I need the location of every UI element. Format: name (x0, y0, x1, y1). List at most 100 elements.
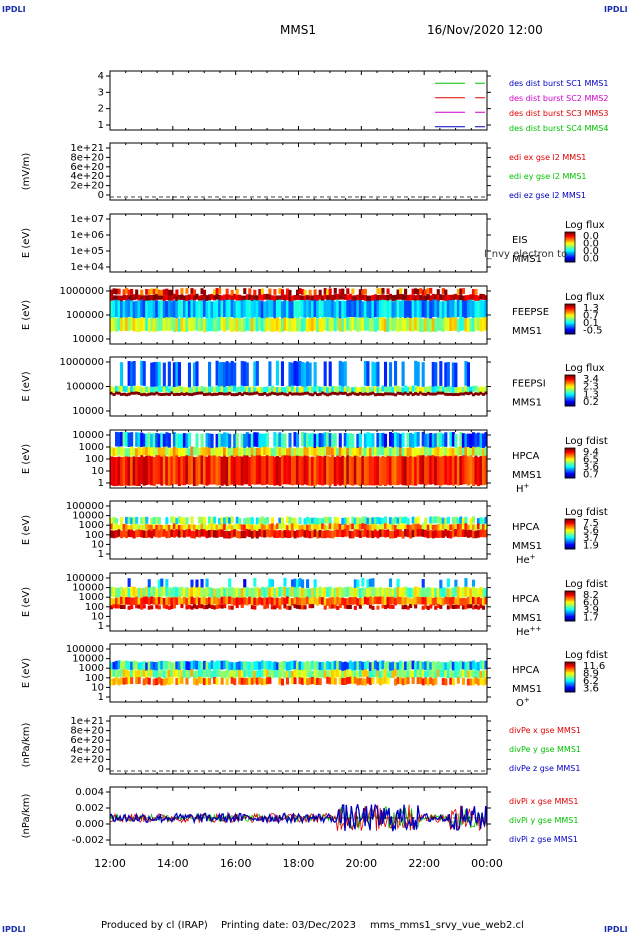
colorbar-segment (565, 324, 575, 326)
spectrogram-cell (233, 362, 237, 388)
y-tick-label: 100 (85, 602, 104, 613)
spectrogram-cell (122, 456, 126, 486)
spectrogram-cell (376, 300, 380, 319)
spectrogram-cell (439, 588, 443, 599)
spectrogram-cell (371, 300, 375, 319)
spectrogram-cell (208, 294, 212, 301)
colorbar-segment (565, 233, 575, 235)
spectrogram-cell (421, 295, 425, 302)
spectrogram-cell (381, 432, 385, 448)
spectrogram-cell (230, 530, 234, 538)
spectrogram-cell (115, 670, 119, 678)
spectrogram-cell (399, 660, 403, 670)
spectrogram-cell (220, 529, 224, 537)
colorbar-segment (565, 454, 575, 456)
spectrogram-cell (381, 517, 385, 525)
spectrogram-cell (258, 523, 262, 530)
spectrogram-cell (187, 455, 192, 485)
colorbar-segment (565, 591, 575, 593)
spectrogram-cell (258, 386, 262, 393)
spectrogram-cell (290, 301, 295, 319)
colorbar-segment (565, 312, 575, 315)
spectrogram-cell (122, 660, 126, 670)
spectrogram-cell (273, 525, 277, 531)
spectrogram-cell (285, 530, 290, 538)
spectrogram-cell (235, 597, 239, 605)
colorbar-segment (565, 320, 575, 322)
spectrogram-cell (115, 604, 119, 609)
spectrogram-cell (290, 670, 295, 679)
spectrogram-cell (213, 289, 217, 296)
spectrogram-cell (260, 669, 264, 678)
spectrogram-cell (223, 517, 227, 525)
y-tick-label: 100000 (66, 382, 104, 393)
spectrogram-cell (278, 517, 282, 525)
spectrogram-cell (396, 523, 400, 530)
spectrogram-cell (301, 529, 305, 537)
spectrogram-cell (125, 432, 129, 447)
spectrogram-cell (366, 295, 370, 302)
spectrogram-cell (306, 295, 310, 301)
spectrogram-cell (127, 587, 131, 598)
spectrogram-cell (280, 517, 285, 525)
spectrogram-cell (215, 300, 219, 318)
instrument-label: FEEPSI (512, 379, 546, 390)
spectrogram-cell (288, 386, 292, 393)
spectrogram-cell (172, 669, 176, 678)
colorbar-segment (565, 687, 575, 689)
spectrogram-cell (213, 392, 217, 396)
spectrogram-cell (356, 294, 360, 301)
spectrogram-cell (386, 670, 390, 678)
spectrogram-cell (336, 293, 340, 300)
spectrogram-cell (311, 517, 315, 525)
spectrogram-cell (406, 677, 410, 685)
spectrogram-cell (238, 317, 242, 332)
spectrogram-cell (295, 455, 300, 485)
spectrogram-cell (135, 523, 139, 530)
spectrogram-cell (220, 392, 224, 396)
colorbar-segment (565, 689, 575, 692)
spectrogram-cell (346, 604, 350, 610)
spectrogram-cell (120, 392, 124, 396)
colorbar-tick-label: 1.7 (583, 612, 599, 623)
spectrogram-cell (476, 446, 481, 456)
spectrogram-cell (248, 299, 252, 318)
spectrogram-cell (333, 457, 337, 487)
spectrogram-cell (293, 432, 297, 447)
spectrogram-cell (160, 678, 164, 686)
spectrogram-cell (303, 317, 307, 331)
spectrogram-cell (388, 300, 393, 318)
spectrogram-cell (202, 299, 207, 317)
spectrogram-cell (110, 318, 114, 332)
spectrogram-cell (197, 669, 202, 678)
spectrogram-cell (323, 300, 327, 318)
spectrogram-cell (288, 301, 292, 319)
y-tick-label: 1000000 (59, 286, 104, 297)
colorbar-segment (565, 609, 575, 612)
spectrogram-cell (451, 317, 455, 331)
spectrogram-cell (449, 392, 453, 396)
spectrogram-cell (195, 386, 199, 393)
spectrogram-cell (228, 596, 232, 604)
spectrogram-cell (125, 295, 129, 301)
spectrogram-cell (444, 362, 448, 388)
spectrogram-cell (419, 318, 423, 332)
colorbar-segment (565, 598, 575, 601)
spectrogram-cell (192, 660, 197, 670)
spectrogram-cell (316, 393, 320, 397)
spectrogram-cell (381, 455, 385, 485)
spectrogram-cell (441, 318, 445, 332)
spectrogram-cell (378, 524, 383, 531)
spectrogram-cell (283, 597, 287, 606)
spectrogram-cell (341, 671, 345, 679)
spectrogram-cell (187, 448, 192, 458)
spectrogram-cell (145, 586, 149, 597)
spectrogram-cell (225, 448, 229, 457)
spectrogram-cell (461, 669, 465, 677)
spectrogram-cell (373, 447, 378, 456)
spectrogram-feepsi (110, 360, 488, 397)
spectrogram-cell (326, 670, 330, 679)
spectrogram-cell (172, 432, 176, 447)
spectrogram-cell (424, 670, 428, 679)
spectrogram-cell (293, 660, 297, 670)
